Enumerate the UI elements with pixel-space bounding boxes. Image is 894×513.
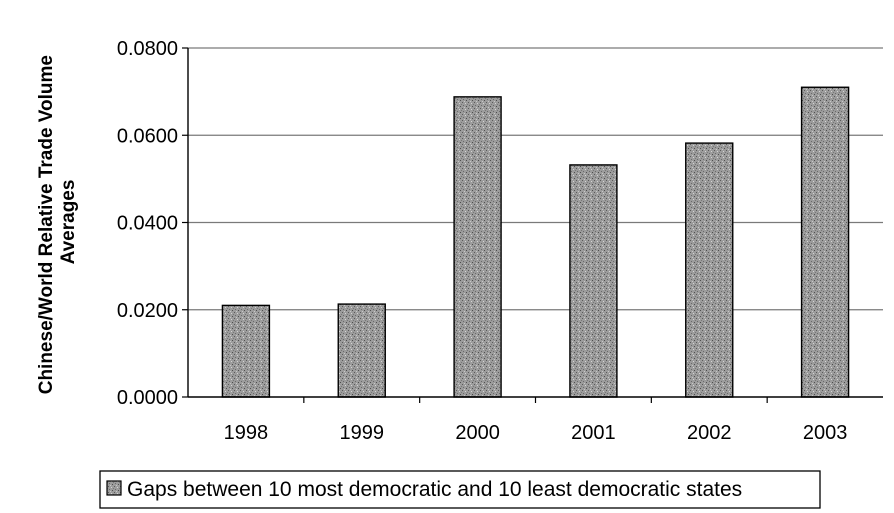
legend-box: [99, 470, 821, 509]
bar-2001: [569, 164, 618, 398]
x-tick-label: 2003: [803, 422, 848, 444]
y-tick-label: 0.0000: [117, 387, 178, 409]
bars: [221, 86, 850, 398]
y-tick-label: 0.0400: [117, 213, 178, 235]
y-axis-title-line-1: Chinese/World Relative Trade Volume: [36, 55, 57, 394]
legend: Gaps between 10 most democratic and 10 l…: [99, 470, 821, 509]
x-tick-label: 2002: [687, 422, 732, 444]
x-tick-label: 1999: [340, 422, 385, 444]
y-tick-label: 0.0600: [117, 125, 178, 147]
x-tick-labels: 1998 1999 2000 2001 2002 2003: [224, 397, 848, 444]
y-axis-title-line-2: Averages: [58, 180, 79, 265]
bar-1998: [221, 304, 271, 398]
x-tick-label: 1998: [224, 422, 269, 444]
y-tick-label: 0.0200: [117, 300, 178, 322]
gridlines: [188, 47, 883, 311]
bar-2003: [800, 86, 850, 398]
y-tick-labels: 0.0000 0.0200 0.0400 0.0600 0.0800: [117, 38, 188, 409]
bar-2000: [453, 96, 502, 398]
bar-2002: [685, 142, 734, 398]
y-axis-title: Chinese/World Relative Trade Volume Aver…: [36, 50, 79, 395]
y-tick-label: 0.0800: [117, 38, 178, 60]
x-tick-label: 2000: [455, 422, 500, 444]
legend-label: Gaps between 10 most democratic and 10 l…: [127, 478, 742, 501]
legend-swatch: [106, 480, 122, 496]
bar-1999: [337, 303, 386, 398]
x-tick-label: 2001: [571, 422, 616, 444]
